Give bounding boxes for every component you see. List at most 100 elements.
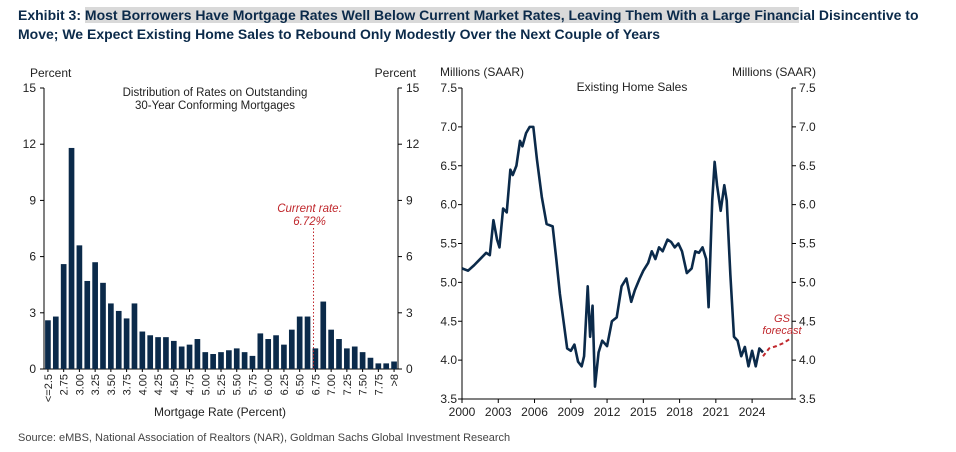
bar (281, 344, 287, 369)
bar (375, 363, 382, 369)
bar (304, 316, 311, 369)
bar (273, 335, 279, 369)
existing-home-sales-line (461, 125, 764, 388)
bar (92, 262, 98, 369)
x-tick-label: 3.50 (106, 374, 118, 395)
y-tick-label-left: 15 (23, 81, 37, 95)
y-tick-label-right: 5.5 (799, 237, 816, 251)
y-tick-label-left: 6.0 (440, 198, 457, 212)
y-tick-label-right: 4.5 (799, 314, 816, 328)
y-tick-label-right: 15 (406, 81, 420, 95)
y-tick-label-left: 5.0 (440, 275, 457, 289)
bar (45, 320, 51, 369)
y-tick-label-right: 7.5 (799, 81, 816, 95)
chart-title-line: 30-Year Conforming Mortgages (135, 100, 295, 112)
bar (123, 318, 130, 369)
existing-home-sales-chart: 3.5 3.5 4.0 4.0 4.5 4.5 5.0 5.0 5.5 5.5 6.0 6.0 6.5 6… (440, 65, 816, 419)
y-tick-label-left: 9 (29, 193, 36, 207)
y-tick-label-left: 6.5 (440, 159, 457, 173)
bar (336, 339, 342, 369)
bar (218, 352, 224, 369)
y-tick-label-right: 6.0 (799, 198, 816, 212)
x-tick-label: 5.00 (200, 374, 212, 395)
x-tick-label: 3.25 (90, 374, 102, 395)
y-tick-label-left: 3 (29, 306, 36, 320)
x-tick-label: 7.50 (358, 374, 370, 395)
bar (163, 337, 169, 369)
bar (391, 361, 397, 369)
bar (210, 354, 216, 369)
x-tick-label: 2000 (449, 405, 476, 419)
x-tick-label: 3.75 (122, 374, 134, 395)
x-tick-label: 2006 (521, 405, 548, 419)
bar (178, 346, 185, 369)
current-rate-label: Current rate: (277, 203, 342, 215)
bar (328, 329, 334, 369)
current-rate-label: 6.72% (293, 216, 326, 228)
bar (265, 339, 272, 369)
bar (170, 340, 177, 369)
left-y-axis-label: Millions (SAAR) (440, 65, 524, 79)
source-note: Source: eMBS, National Association of Re… (18, 432, 511, 444)
bar (60, 264, 67, 369)
exhibit-title-rest: ial Disincentive to Move; We Expect Exis… (18, 7, 919, 42)
y-tick-label-right: 4.0 (799, 353, 816, 367)
y-tick-label-right: 7.0 (799, 120, 816, 134)
x-tick-label: >8 (389, 374, 401, 387)
x-tick-label: 7.00 (326, 374, 338, 395)
x-tick-label: 2024 (739, 405, 766, 419)
bar (76, 245, 83, 369)
x-tick-label: 2.75 (59, 374, 71, 395)
x-tick-label: 7.75 (373, 374, 385, 395)
right-y-axis-label: Millions (SAAR) (732, 65, 816, 79)
right-y-axis-label: Percent (375, 66, 417, 80)
x-tick-label: 2015 (630, 405, 657, 419)
y-tick-label-left: 6 (29, 250, 36, 264)
bar (68, 147, 75, 369)
bar (84, 280, 91, 369)
bar (241, 352, 248, 369)
bar (100, 282, 106, 369)
x-tick-label: 2009 (557, 405, 584, 419)
y-tick-label-left: 4.5 (440, 314, 457, 328)
bar (288, 329, 295, 369)
y-tick-label-left: 0 (29, 362, 36, 376)
x-tick-label: 6.00 (263, 374, 275, 395)
y-tick-label-right: 9 (406, 193, 413, 207)
y-tick-label-right: 5.0 (799, 275, 816, 289)
x-axis-label: Mortgage Rate (Percent) (154, 405, 286, 419)
x-tick-label: 5.75 (247, 374, 259, 395)
bar (131, 303, 138, 369)
x-tick-label: 2018 (666, 405, 693, 419)
exhibit-title-prefix: Exhibit 3: (18, 7, 85, 23)
x-tick-label: 6.25 (279, 374, 291, 395)
bar (359, 352, 366, 369)
bar (139, 331, 146, 369)
gs-forecast-label: GS (774, 313, 791, 325)
x-tick-label: 5.25 (216, 374, 228, 395)
x-tick-label: 4.50 (169, 374, 181, 395)
x-tick-label: 4.75 (185, 374, 197, 395)
y-tick-label-right: 6 (406, 250, 413, 264)
bar (320, 301, 327, 369)
bar (155, 337, 161, 369)
exhibit-title: Exhibit 3: Most Borrowers Have Mortgage … (18, 6, 948, 44)
bar (202, 352, 209, 369)
x-tick-label: 4.00 (137, 374, 149, 395)
y-tick-label-right: 6.5 (799, 159, 816, 173)
y-tick-label-right: 0 (406, 362, 413, 376)
x-tick-label: 2003 (485, 405, 512, 419)
left-y-axis-label: Percent (30, 66, 72, 80)
bar (344, 348, 350, 369)
exhibit-title-highlighted: Most Borrowers Have Mortgage Rates Well … (84, 7, 800, 23)
bar (194, 339, 201, 369)
bar (296, 316, 303, 369)
y-tick-label-left: 7.0 (440, 120, 457, 134)
bar (312, 348, 319, 369)
y-tick-label-left: 7.5 (440, 81, 457, 95)
bar (147, 335, 154, 369)
gs-forecast-line (762, 337, 792, 357)
x-tick-label: 4.25 (153, 374, 165, 395)
y-tick-label-left: 12 (23, 137, 37, 151)
